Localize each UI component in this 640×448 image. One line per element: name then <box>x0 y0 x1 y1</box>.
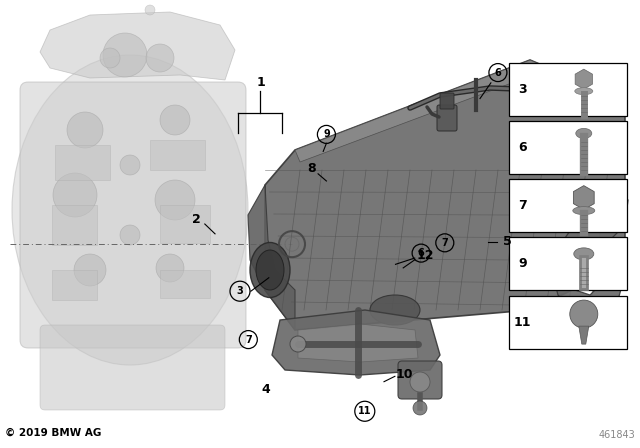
Bar <box>509 237 627 290</box>
Ellipse shape <box>370 295 420 325</box>
Circle shape <box>103 33 147 77</box>
Circle shape <box>570 300 598 328</box>
Bar <box>509 179 627 232</box>
Text: 6: 6 <box>418 248 424 258</box>
Text: 5: 5 <box>503 235 512 249</box>
Ellipse shape <box>250 242 290 297</box>
Circle shape <box>100 48 120 68</box>
Text: 12: 12 <box>417 249 435 262</box>
Polygon shape <box>295 60 625 162</box>
Ellipse shape <box>12 55 248 365</box>
Text: 461843: 461843 <box>598 430 635 440</box>
Circle shape <box>146 44 174 72</box>
Text: 7: 7 <box>518 199 527 212</box>
Text: 9: 9 <box>518 257 527 271</box>
Circle shape <box>145 5 155 15</box>
Bar <box>160 205 210 243</box>
Text: 9: 9 <box>323 129 330 139</box>
Circle shape <box>74 254 106 286</box>
Polygon shape <box>265 60 625 330</box>
FancyBboxPatch shape <box>398 361 442 399</box>
Text: 3: 3 <box>518 82 527 96</box>
Polygon shape <box>552 185 628 315</box>
Text: 11: 11 <box>358 406 372 416</box>
Text: 10: 10 <box>396 367 413 381</box>
FancyBboxPatch shape <box>440 93 454 109</box>
Circle shape <box>155 180 195 220</box>
Ellipse shape <box>573 207 595 215</box>
Bar <box>509 63 627 116</box>
Ellipse shape <box>574 248 594 260</box>
Circle shape <box>53 173 97 217</box>
Text: 8: 8 <box>307 161 316 175</box>
Circle shape <box>410 372 430 392</box>
Polygon shape <box>579 326 589 344</box>
FancyBboxPatch shape <box>20 82 246 348</box>
Ellipse shape <box>575 88 593 95</box>
Text: 3: 3 <box>237 286 243 296</box>
Bar <box>509 121 627 174</box>
Polygon shape <box>298 324 418 362</box>
FancyBboxPatch shape <box>40 325 225 410</box>
Ellipse shape <box>576 129 592 138</box>
Text: 6: 6 <box>495 68 501 78</box>
Text: © 2019 BMW AG: © 2019 BMW AG <box>5 428 101 438</box>
Bar <box>52 205 97 245</box>
Circle shape <box>67 112 103 148</box>
Circle shape <box>160 105 190 135</box>
Bar <box>55 145 110 180</box>
Polygon shape <box>40 12 235 80</box>
Bar <box>52 270 97 300</box>
Bar <box>509 296 627 349</box>
Text: 1: 1 <box>256 76 265 90</box>
Circle shape <box>290 336 306 352</box>
Circle shape <box>120 155 140 175</box>
Polygon shape <box>272 310 440 375</box>
Text: 7: 7 <box>245 335 252 345</box>
Text: 2: 2 <box>192 213 201 226</box>
Text: 6: 6 <box>518 141 527 154</box>
Bar <box>150 140 205 170</box>
Text: 7: 7 <box>442 238 448 248</box>
Text: 11: 11 <box>514 315 532 329</box>
Circle shape <box>156 254 184 282</box>
Bar <box>160 270 210 298</box>
Circle shape <box>413 401 427 415</box>
FancyBboxPatch shape <box>437 105 457 131</box>
Ellipse shape <box>256 250 284 290</box>
Text: 4: 4 <box>261 383 270 396</box>
Circle shape <box>120 225 140 245</box>
Polygon shape <box>248 185 295 330</box>
